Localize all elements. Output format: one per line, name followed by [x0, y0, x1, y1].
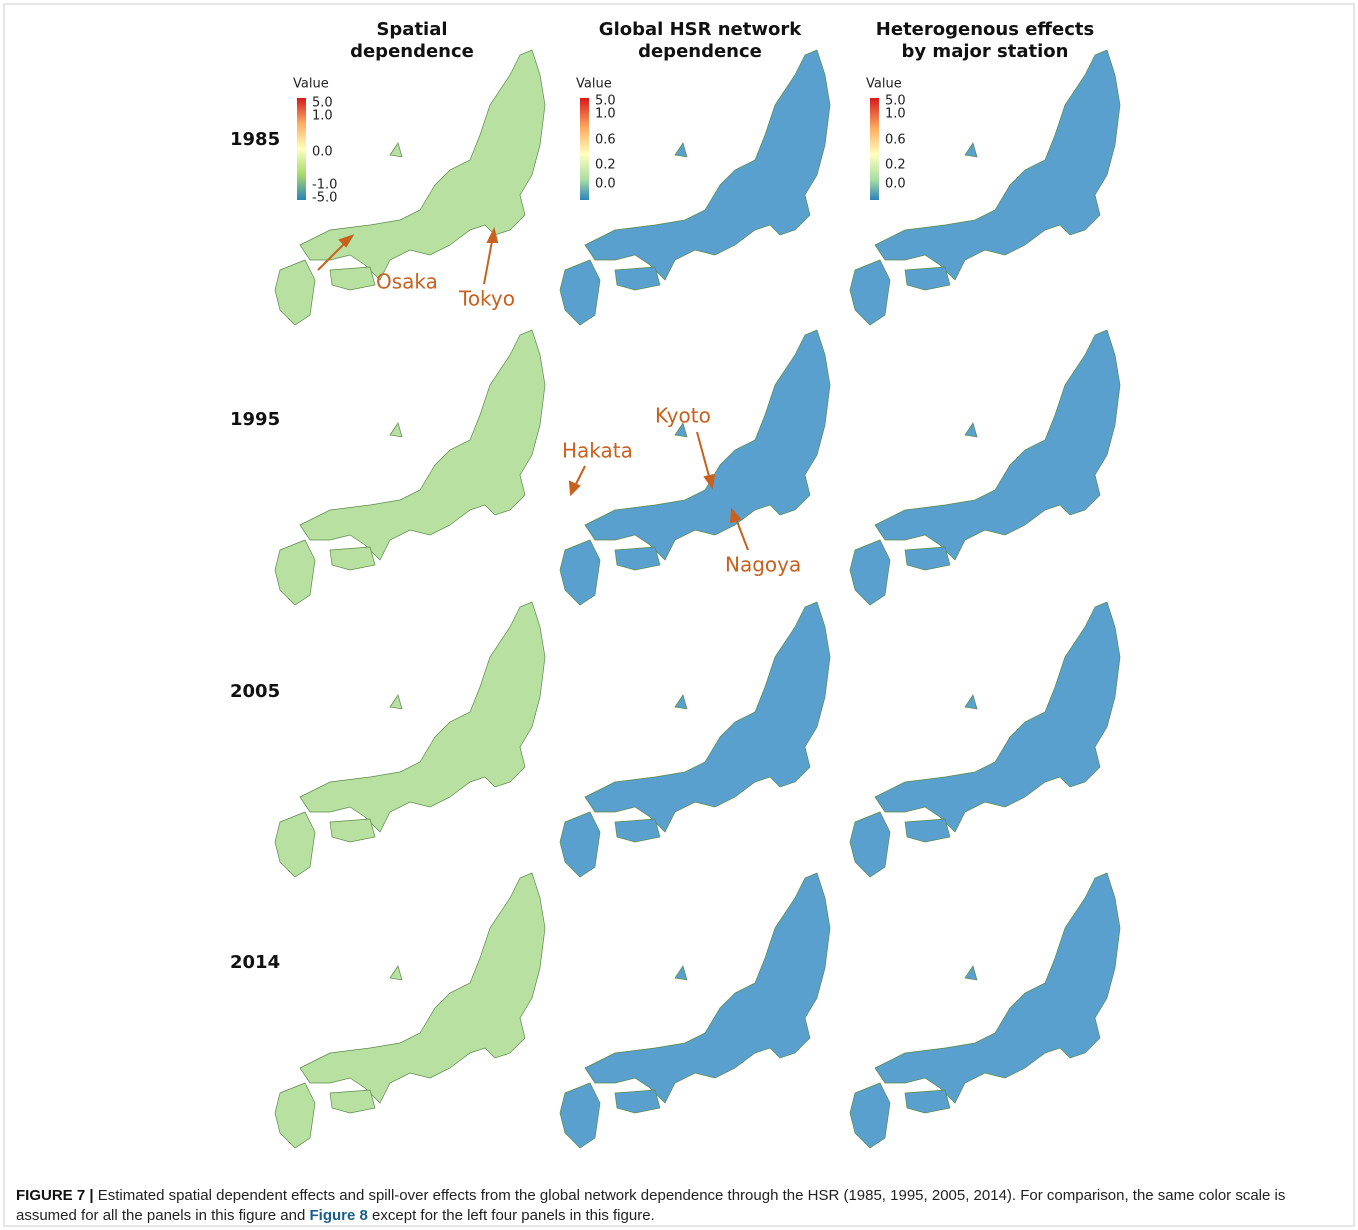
caption-ref: Figure 8 — [310, 1207, 368, 1224]
figure: Spatialdependence Global HSR networkdepen… — [0, 0, 1358, 1230]
arrowhead — [570, 482, 579, 494]
map-outline — [275, 602, 545, 877]
legend-title: Value — [576, 77, 612, 92]
legend-tick-label: 0.6 — [885, 133, 906, 148]
annotation: Osaka — [376, 270, 438, 294]
caption: FIGURE 7 | Estimated spatial dependent e… — [16, 1186, 1336, 1226]
legend-tick-label: 0.0 — [312, 145, 333, 160]
frame — [4, 4, 1354, 1226]
legend-title: Value — [866, 77, 902, 92]
maps — [275, 50, 1120, 1148]
legend-tick-label: 0.6 — [595, 133, 616, 148]
map-outline — [275, 330, 545, 605]
legend-tick-label: 1.0 — [312, 109, 333, 124]
row-label: 2014 — [230, 952, 280, 973]
caption-label: FIGURE 7 | — [16, 1187, 94, 1204]
map-panel — [850, 330, 1120, 605]
annotation: Hakata — [562, 439, 633, 463]
map-outline — [560, 873, 830, 1148]
legend-tick-label: 1.0 — [595, 107, 616, 122]
arrow — [697, 432, 710, 480]
colorbar — [297, 98, 306, 200]
map-panel — [850, 602, 1120, 877]
annotation: Kyoto — [655, 404, 711, 428]
map-panel — [275, 330, 555, 605]
legend-tick-label: 0.0 — [885, 177, 906, 192]
row-label: 1985 — [230, 129, 280, 150]
annotation: Nagoya — [725, 553, 801, 577]
row-label: 1995 — [230, 409, 280, 430]
legend-tick-label: 0.2 — [595, 158, 616, 173]
map-outline — [850, 873, 1120, 1148]
legend-tick-label: -5.0 — [312, 191, 337, 206]
legend-tick-label: 1.0 — [885, 107, 906, 122]
annotation: Tokyo — [458, 287, 515, 311]
colorbar — [870, 98, 879, 200]
legend-title: Value — [293, 77, 329, 92]
legend-tick-label: 0.0 — [595, 177, 616, 192]
map-outline — [850, 330, 1120, 605]
map-panel — [275, 602, 555, 877]
map-panel — [560, 602, 830, 877]
arrow — [735, 516, 748, 550]
legend-tick-label: 0.2 — [885, 158, 906, 173]
page: {"columns": ["Spatial\ndependence", "Glo… — [0, 0, 1358, 1230]
map-outline — [275, 873, 545, 1148]
caption-text: except for the left four panels in this … — [368, 1207, 655, 1224]
row-label: 2005 — [230, 681, 280, 702]
map-outline — [850, 602, 1120, 877]
colorbar — [580, 98, 589, 200]
map-panel — [560, 873, 830, 1148]
arrow — [484, 236, 493, 284]
map-panel — [850, 873, 1120, 1148]
map-panel — [275, 873, 555, 1148]
map-outline — [560, 602, 830, 877]
